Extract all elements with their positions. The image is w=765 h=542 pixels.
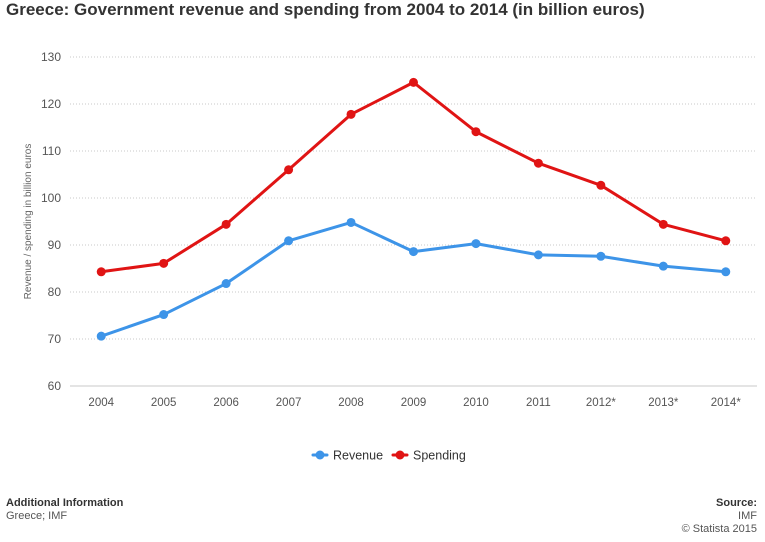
y-tick-label: 90 (48, 238, 62, 252)
spending-point (721, 236, 731, 246)
revenue-point (346, 217, 356, 227)
x-tick-label: 2007 (276, 397, 302, 409)
revenue-point (658, 261, 668, 271)
x-tick-label: 2010 (463, 397, 489, 409)
spending-line (99, 80, 728, 274)
additional-information-heading: Additional Information (6, 497, 124, 509)
source-info: Source: IMF © Statista 2015 (682, 497, 757, 536)
legend-spending-label: Spending (413, 449, 466, 463)
revenue-line (99, 220, 728, 338)
x-tick-label: 2004 (88, 397, 114, 409)
x-tick-label: 2005 (151, 397, 177, 409)
y-tick-label: 120 (41, 97, 61, 111)
spending-point (346, 109, 356, 119)
y-axis-title: Revenue / spending in billion euros (23, 144, 34, 300)
additional-information: Additional Information Greece; IMF (6, 497, 123, 523)
revenue-point (221, 279, 231, 289)
line-chart: 60 70 80 90 100 110 120 130 2004 2005 2006 2007 2008… (23, 50, 757, 463)
revenue-point (409, 247, 418, 257)
legend-revenue-swatch-dot (315, 450, 325, 460)
legend-spending-swatch-dot (395, 450, 405, 460)
y-tick-label: 60 (48, 379, 62, 393)
x-tick-label: 2013* (648, 397, 679, 409)
legend-revenue-label: Revenue (333, 449, 383, 463)
revenue-point (159, 310, 169, 320)
y-tick-label: 130 (41, 50, 61, 64)
x-tick-label: 2014* (711, 397, 742, 409)
source-heading: Source: (716, 497, 757, 509)
spending-point (96, 267, 106, 277)
revenue-point (471, 239, 481, 249)
spending-point (533, 158, 543, 168)
additional-information-text: Greece; IMF (6, 510, 68, 522)
revenue-point (596, 251, 606, 261)
y-tick-label: 100 (41, 191, 61, 205)
x-tick-label: 2008 (338, 397, 364, 409)
revenue-point (533, 250, 543, 260)
copyright-text: © Statista 2015 (681, 523, 757, 535)
spending-point (471, 127, 481, 137)
chart-title: Greece: Government revenue and spending … (6, 0, 645, 19)
spending-point (409, 77, 418, 87)
revenue-point (96, 331, 106, 341)
x-tick-label: 2011 (526, 397, 551, 409)
x-tick-label: 2009 (401, 397, 427, 409)
x-tick-label: 2012* (586, 397, 617, 409)
revenue-point (284, 236, 294, 246)
spending-point (596, 180, 606, 190)
source-text: IMF (738, 510, 757, 522)
y-tick-label: 70 (48, 332, 62, 346)
x-tick-label: 2006 (213, 397, 239, 409)
revenue-point (721, 267, 731, 277)
y-tick-label: 80 (48, 285, 62, 299)
spending-point (284, 165, 294, 175)
spending-point (658, 219, 668, 229)
spending-point (159, 258, 169, 268)
spending-point (221, 219, 231, 229)
y-tick-label: 110 (42, 144, 61, 158)
